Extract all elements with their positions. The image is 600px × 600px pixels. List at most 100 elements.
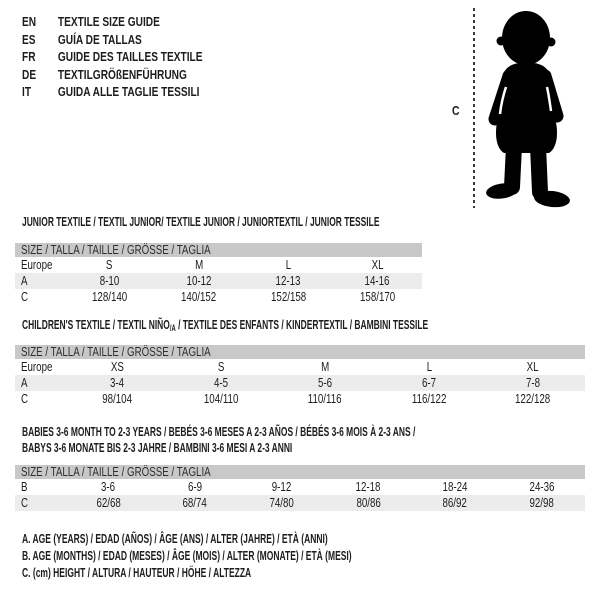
legend-line-c: C. (cm) HEIGHT / ALTURA / HAUTEUR / HÖHE…	[22, 566, 252, 580]
row-label: C	[21, 496, 29, 510]
baby-arm-gap-left	[498, 86, 508, 115]
row-label: B	[21, 480, 28, 494]
table-cell: XL	[333, 257, 422, 273]
age-value: 9-12	[271, 480, 292, 494]
babies-title-line1: BABIES 3-6 MONTH TO 2-3 YEARS / BEBÉS 3-…	[22, 424, 416, 439]
table-cell: 74/80	[238, 495, 325, 511]
children-title-sub: /A	[169, 323, 176, 333]
table-cell: 158/170	[333, 289, 422, 305]
age-value: 12-13	[275, 274, 301, 288]
size-header-label: SIZE / TALLA / TAILLE / GRÖSSE / TAGLIA	[21, 243, 211, 257]
row-label: Europe	[21, 258, 53, 272]
size-header-label: SIZE / TALLA / TAILLE / GRÖSSE / TAGLIA	[21, 345, 211, 359]
babies-table-title: BABIES 3-6 MONTH TO 2-3 YEARS / BEBÉS 3-…	[22, 424, 415, 455]
table-cell: M	[154, 257, 243, 273]
height-value: 68/74	[182, 496, 208, 510]
height-value: 140/152	[181, 290, 217, 304]
height-value: 104/110	[203, 392, 239, 406]
junior-table-title: JUNIOR TEXTILE / TEXTIL JUNIOR/ TEXTILE …	[22, 214, 380, 229]
height-value: 122/128	[515, 392, 551, 406]
table-cell: 18-24	[412, 479, 499, 495]
children-table-title: CHILDREN'S TEXTILE / TEXTIL NIÑO/A / TEX…	[22, 317, 428, 335]
language-code: ES	[22, 31, 36, 47]
table-cell: 116/122	[377, 391, 481, 407]
age-value: 6-9	[187, 480, 203, 494]
table-cell: 14-16	[333, 273, 422, 289]
legend-line-a: A. AGE (YEARS) / EDAD (AÑOS) / ÂGE (ANS)…	[22, 532, 328, 546]
table-cell: 152/158	[244, 289, 333, 305]
height-value: 128/140	[92, 290, 128, 304]
age-value: 3-6	[101, 480, 116, 494]
table-cell: 110/116	[273, 391, 377, 407]
height-marker-label: C	[452, 103, 460, 118]
table-cell: Europe	[15, 257, 65, 273]
height-value: 116/122	[411, 392, 447, 406]
baby-leg-right	[530, 138, 548, 200]
table-row-height: C 98/104 104/110 110/116 116/122 122/128	[15, 391, 585, 407]
table-cell: Europe	[15, 359, 65, 375]
table-row-sizes: Europe S M L XL	[15, 257, 422, 273]
babies-title-line2: BABYS 3-6 MONATE BIS 2-3 JAHRE / BAMBINI…	[22, 439, 293, 455]
age-value: 4-5	[213, 376, 229, 390]
measurement-legend: A. AGE (YEARS) / EDAD (AÑOS) / ÂGE (ANS)…	[22, 531, 507, 582]
table-cell: L	[377, 359, 481, 375]
table-row-sizes: Europe XS S M L XL	[15, 359, 585, 375]
language-row: EN TEXTILE SIZE GUIDE	[22, 13, 202, 31]
language-row: FR GUIDE DES TAILLES TEXTILE	[22, 48, 202, 66]
table-cell: B	[15, 479, 65, 495]
table-cell: 12-18	[325, 479, 412, 495]
table-cell: 8-10	[65, 273, 154, 289]
size-value: L	[285, 258, 291, 272]
baby-ear-left	[496, 36, 506, 46]
table-cell: 92/98	[498, 495, 585, 511]
size-header-bar: SIZE / TALLA / TAILLE / GRÖSSE / TAGLIA	[15, 345, 585, 359]
language-title-list: EN TEXTILE SIZE GUIDE ES GUÍA DE TALLAS …	[22, 13, 253, 101]
language-row: DE TEXTILGRÖßENFÜHRUNG	[22, 66, 202, 84]
size-value: S	[106, 258, 113, 272]
junior-table-grid: Europe S M L XL A 8-10 10-12 12-13 14-16…	[15, 257, 422, 305]
junior-size-table: SIZE / TALLA / TAILLE / GRÖSSE / TAGLIA …	[15, 243, 422, 305]
size-header-bar: SIZE / TALLA / TAILLE / GRÖSSE / TAGLIA	[15, 465, 585, 479]
table-cell: 3-4	[65, 375, 169, 391]
table-cell: 62/68	[65, 495, 152, 511]
table-cell: C	[15, 391, 65, 407]
language-title: GUÍA DE TALLAS	[57, 31, 142, 47]
table-cell: XS	[65, 359, 169, 375]
row-label: Europe	[21, 360, 53, 374]
language-code: FR	[22, 49, 36, 65]
table-cell: 9-12	[238, 479, 325, 495]
baby-ear-right	[546, 37, 556, 47]
size-value: S	[217, 360, 225, 374]
babies-table-grid: B 3-6 6-9 9-12 12-18 18-24 24-36 C 62/68…	[15, 479, 585, 511]
language-code: IT	[22, 84, 32, 100]
table-cell: L	[244, 257, 333, 273]
legend-line-b: B. AGE (MONTHS) / EDAD (MESES) / ÂGE (MO…	[22, 549, 352, 563]
height-value: 158/170	[359, 290, 395, 304]
table-cell: 3-6	[65, 479, 152, 495]
row-label: C	[21, 392, 29, 406]
size-header-label: SIZE / TALLA / TAILLE / GRÖSSE / TAGLIA	[21, 465, 211, 479]
table-cell: S	[65, 257, 154, 273]
table-cell: 128/140	[65, 289, 154, 305]
children-table-grid: Europe XS S M L XL A 3-4 4-5 5-6 6-7 7-8…	[15, 359, 585, 407]
height-value: 92/98	[529, 496, 554, 510]
table-cell: 6-7	[377, 375, 481, 391]
age-value: 18-24	[442, 480, 468, 494]
table-cell: C	[15, 289, 65, 305]
baby-leg-left	[504, 138, 522, 195]
baby-foot-left	[486, 183, 518, 199]
language-title: GUIDE DES TAILLES TEXTILE	[57, 49, 203, 65]
age-value: 10-12	[186, 274, 212, 288]
age-value: 5-6	[317, 376, 333, 390]
age-value: 6-7	[421, 376, 437, 390]
toddler-silhouette	[486, 11, 570, 208]
table-cell: S	[169, 359, 273, 375]
table-cell: 98/104	[65, 391, 169, 407]
table-cell: XL	[481, 359, 585, 375]
table-row-height: C 62/68 68/74 74/80 80/86 86/92 92/98	[15, 495, 585, 511]
height-value: 62/68	[96, 496, 121, 510]
row-label: A	[21, 274, 28, 288]
height-measure-dashed-line	[473, 8, 475, 208]
size-value: XL	[371, 258, 384, 272]
